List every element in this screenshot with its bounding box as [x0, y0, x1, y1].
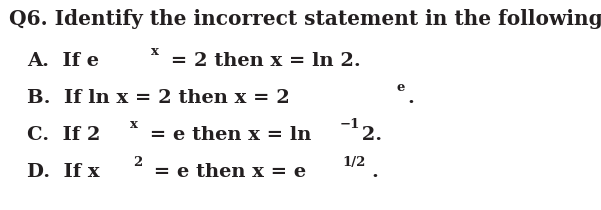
Text: 2: 2 [133, 156, 142, 169]
Text: = 2 then x = ln 2.: = 2 then x = ln 2. [164, 52, 361, 70]
Text: x: x [130, 118, 138, 131]
Text: .: . [371, 163, 378, 181]
Text: x: x [150, 45, 159, 58]
Text: Q6. Identify the incorrect statement in the following:: Q6. Identify the incorrect statement in … [9, 9, 601, 29]
Text: = e then x = e: = e then x = e [147, 163, 306, 181]
Text: 2.: 2. [355, 126, 382, 144]
Text: = e then x = ln: = e then x = ln [143, 126, 311, 144]
Text: D.  If x: D. If x [27, 163, 100, 181]
Text: 1/2: 1/2 [343, 156, 366, 169]
Text: e: e [396, 81, 404, 94]
Text: C.  If 2: C. If 2 [27, 126, 100, 144]
Text: .: . [407, 89, 413, 107]
Text: A.  If e: A. If e [27, 52, 99, 70]
Text: B.  If ln x = 2 then x = 2: B. If ln x = 2 then x = 2 [27, 89, 290, 107]
Text: −1: −1 [340, 118, 360, 131]
